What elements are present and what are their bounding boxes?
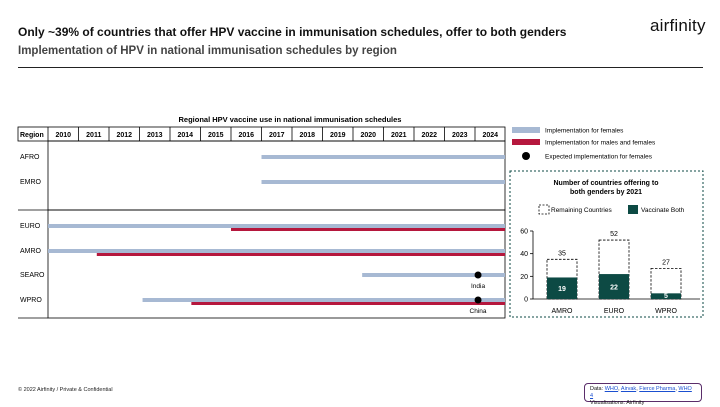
region-label: EURO xyxy=(20,223,41,230)
vaccinate-both-value-label: 19 xyxy=(558,286,566,293)
timeline-group-frame xyxy=(47,140,506,211)
timeline-group-frame xyxy=(47,209,506,319)
year-label: 2013 xyxy=(147,132,163,139)
region-label: AMRO xyxy=(20,248,42,255)
expected-country-label: India xyxy=(471,283,485,290)
legend-label: Implementation for males and females xyxy=(545,140,656,147)
year-label: 2010 xyxy=(55,132,71,139)
females-bar xyxy=(362,273,505,277)
legend-label: Implementation for females xyxy=(545,128,624,135)
vaccinate-both-bar xyxy=(651,293,681,299)
bar-category-label: EURO xyxy=(604,308,625,315)
legend-label: Expected implementation for females xyxy=(545,154,653,161)
year-label: 2017 xyxy=(269,132,285,139)
source-link[interactable]: WHO 4 xyxy=(590,386,692,399)
source-prefix: Data: xyxy=(590,386,605,392)
source-link[interactable]: WHO xyxy=(604,386,619,392)
year-label: 2011 xyxy=(86,132,101,139)
year-label: 2021 xyxy=(391,132,407,139)
both-genders-bar xyxy=(96,253,506,256)
year-label: 2020 xyxy=(360,132,376,139)
region-label: EMRO xyxy=(20,179,42,186)
vaccinate-both-value-label: 5 xyxy=(664,293,668,300)
year-label: 2012 xyxy=(116,132,132,139)
bar-y-tick-label: 0 xyxy=(524,297,528,304)
females-bar xyxy=(142,298,506,302)
visualisations-credit: Visualisations: Airfinity xyxy=(590,400,645,406)
region-label: SEARO xyxy=(20,272,45,279)
airfinity-logo: airfinity xyxy=(650,16,706,35)
bar-y-tick-label: 60 xyxy=(520,229,528,236)
bar-panel-frame xyxy=(509,170,704,318)
copyright: © 2022 Airfinity / Private & Confidentia… xyxy=(18,387,113,393)
legend-females-swatch xyxy=(512,127,540,133)
legend-both-swatch xyxy=(512,139,540,145)
females-bar xyxy=(48,224,505,228)
year-label: 2022 xyxy=(421,132,437,139)
bar-chart-title: Number of countries offering to xyxy=(554,180,659,187)
total-value-label: 52 xyxy=(610,231,618,238)
legend-vaccinate-swatch xyxy=(628,205,638,214)
bar-category-label: WPRO xyxy=(655,308,677,315)
legend-remaining-label: Remaining Countries xyxy=(551,207,612,214)
year-label: 2018 xyxy=(299,132,315,139)
legend-vaccinate-label: Vaccinate Both xyxy=(641,207,685,214)
both-genders-bar xyxy=(231,228,505,231)
region-label: AFRO xyxy=(20,154,40,161)
bar-y-tick-label: 20 xyxy=(520,274,528,281)
page-title: Only ~39% of countries that offer HPV va… xyxy=(18,25,567,39)
year-label: 2015 xyxy=(208,132,224,139)
year-label: 2023 xyxy=(452,132,468,139)
page-subtitle: Implementation of HPV in national immuni… xyxy=(18,45,397,57)
timeline-title: Regional HPV vaccine use in national imm… xyxy=(179,115,402,124)
source-link[interactable]: Airvak xyxy=(620,386,637,392)
both-genders-bar xyxy=(191,302,505,305)
year-label: 2024 xyxy=(482,132,498,139)
year-label: 2014 xyxy=(177,132,193,139)
total-value-label: 35 xyxy=(558,250,566,257)
expected-marker xyxy=(474,296,482,304)
total-value-label: 27 xyxy=(662,259,670,266)
source-box: Data: WHO, Airvak, Fierce Pharma, WHO 4 … xyxy=(584,383,702,406)
bar-category-label: AMRO xyxy=(552,308,574,315)
vaccinate-both-value-label: 22 xyxy=(610,285,618,292)
legend-remaining-swatch xyxy=(538,204,550,215)
region-header: Region xyxy=(20,132,44,139)
bar-chart-title: both genders by 2021 xyxy=(570,189,642,196)
females-bar xyxy=(261,155,505,159)
year-label: 2019 xyxy=(330,132,346,139)
vaccinate-both-bar xyxy=(599,274,629,299)
expected-country-label: China xyxy=(470,308,487,315)
expected-marker xyxy=(474,271,482,279)
females-bar xyxy=(48,249,505,253)
legend-expected-swatch xyxy=(522,152,530,160)
bar-y-tick-label: 40 xyxy=(520,251,528,258)
source-link[interactable]: Fierce Pharma xyxy=(639,386,676,392)
year-label: 2016 xyxy=(238,132,254,139)
vaccinate-both-bar xyxy=(547,277,577,299)
region-label: WPRO xyxy=(20,297,42,304)
header-divider xyxy=(18,67,703,68)
females-bar xyxy=(261,180,505,184)
